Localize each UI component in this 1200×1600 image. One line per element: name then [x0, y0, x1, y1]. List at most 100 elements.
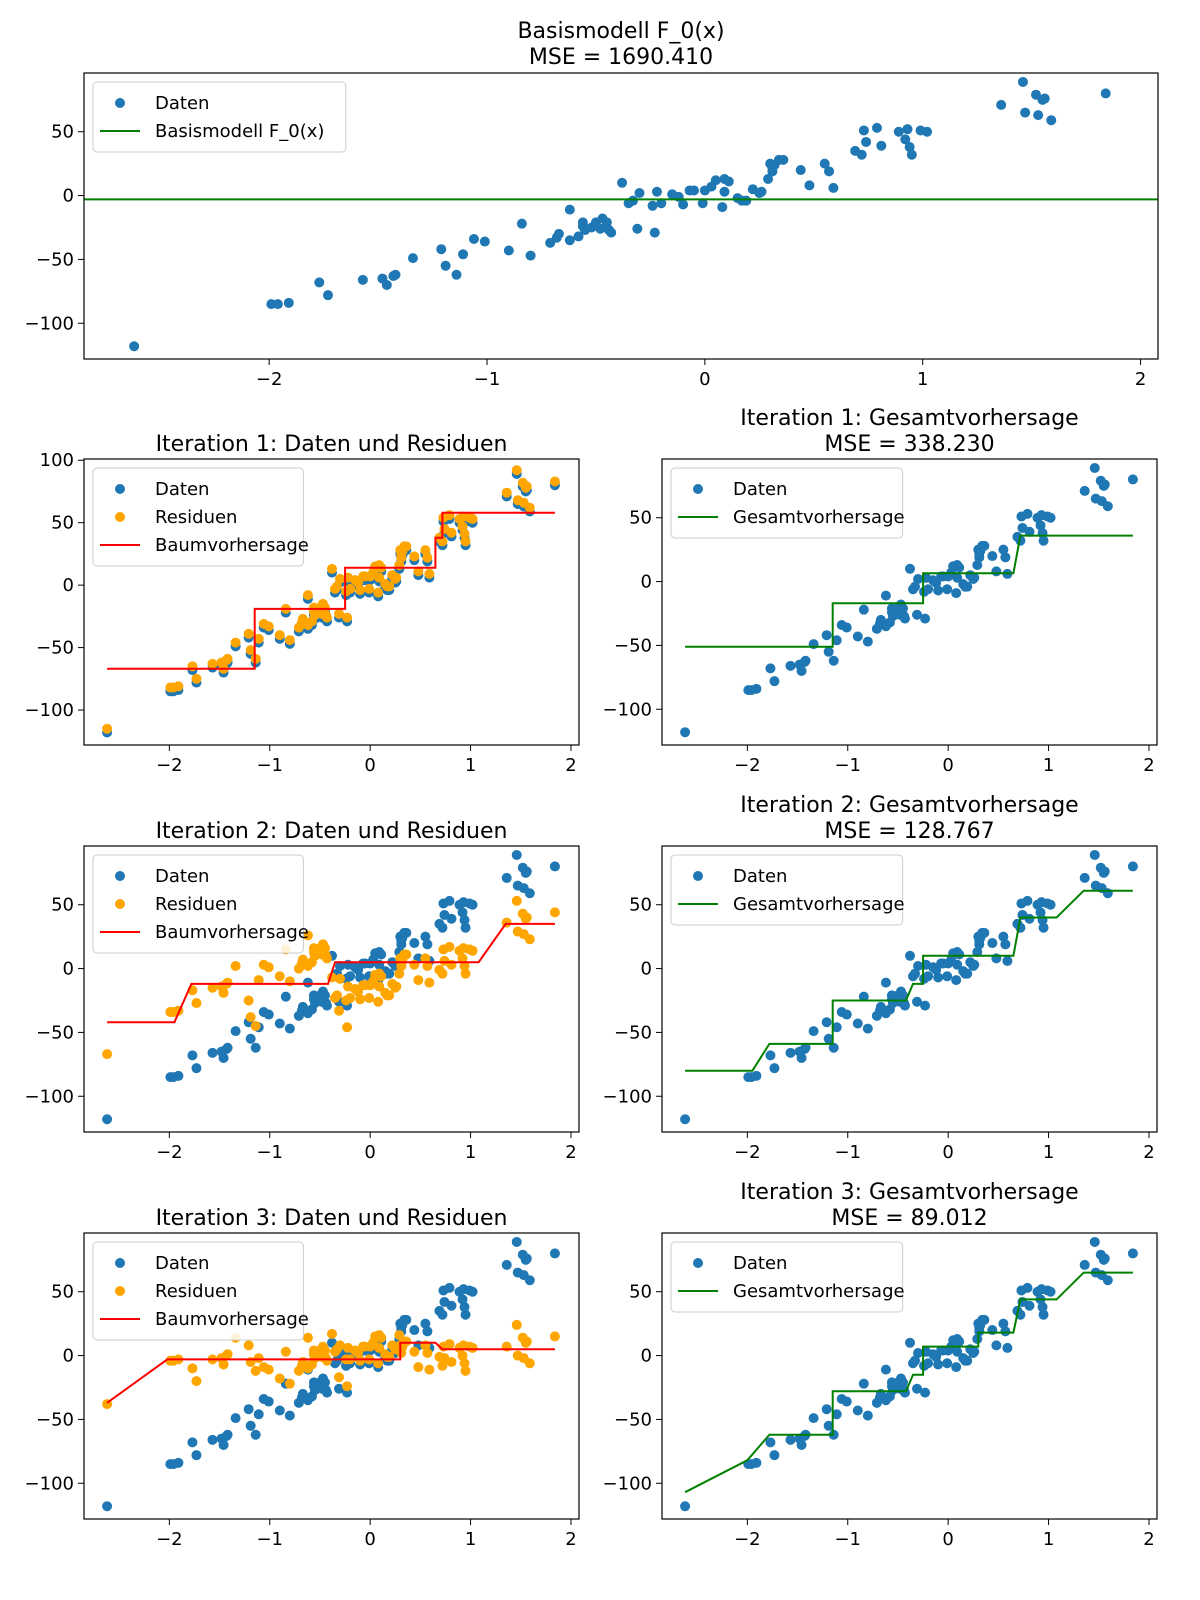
data-point [680, 727, 691, 738]
data-point [1022, 508, 1033, 519]
residual-point [321, 1355, 332, 1366]
residual-point [355, 994, 366, 1005]
residual-point [524, 934, 535, 945]
residual-point [274, 630, 285, 641]
data-point [420, 931, 431, 942]
data-point [717, 202, 728, 213]
residual-point [243, 995, 254, 1006]
legend-box [92, 1241, 304, 1341]
residual-point [444, 941, 455, 952]
x-tick-label: 2 [1143, 1142, 1154, 1163]
data-point [962, 1355, 973, 1366]
data-point [245, 1033, 256, 1044]
data-point [912, 609, 923, 620]
prediction-line [107, 922, 555, 1024]
y-tick-label: −50 [614, 1409, 652, 1430]
data-point [458, 249, 469, 260]
residual-point [446, 1356, 457, 1367]
x-tick-label: −1 [834, 1142, 861, 1163]
data-point [765, 1050, 776, 1061]
data-point [910, 968, 921, 979]
legend-label: Daten [155, 479, 209, 500]
data-point [856, 149, 867, 160]
y-tick-label: −100 [25, 700, 74, 721]
data-point [651, 186, 662, 197]
residual-point [207, 658, 218, 669]
data-point [942, 1358, 953, 1369]
iteration-1-residuals-plot: Iteration 1: Daten und Residuen −2 −1 0 1 2 −1… [25, 432, 580, 776]
data-point [1089, 1236, 1100, 1247]
data-point [422, 1326, 433, 1337]
residual-point [467, 945, 478, 956]
data-point [401, 1314, 412, 1325]
data-point [437, 922, 448, 933]
x-tick-label: −2 [156, 755, 183, 776]
data-point [314, 277, 325, 288]
plot-title: Iteration 3: Gesamtvorhersage [740, 1180, 1078, 1205]
data-point [1127, 474, 1138, 485]
data-point [1039, 93, 1050, 104]
axes-frame [661, 1232, 1158, 1520]
residual-point [376, 971, 387, 982]
residual-point [263, 962, 274, 973]
data-point [218, 1439, 229, 1450]
data-point [524, 888, 535, 899]
data-point [243, 1404, 254, 1415]
data-point [991, 566, 1002, 577]
data-point [905, 563, 916, 574]
data-point [741, 195, 752, 206]
residual-point [342, 1381, 353, 1392]
data-point [763, 173, 774, 184]
data-point [1079, 1259, 1090, 1270]
data-point [457, 907, 468, 918]
data-point [207, 1434, 218, 1445]
x-tick-label: 1 [465, 1529, 476, 1550]
data-point [1000, 1326, 1011, 1337]
legend-label: Residuen [155, 507, 237, 528]
legend-label: Baumvorhersage [155, 535, 309, 556]
data-point [218, 1052, 229, 1063]
data-point [808, 1026, 819, 1037]
residual-point [319, 1345, 330, 1356]
data-point [553, 228, 564, 239]
data-point [1038, 922, 1049, 933]
residual-point [342, 612, 353, 623]
plot-subtitle: MSE = 128.767 [824, 819, 994, 844]
data-point [991, 1340, 1002, 1351]
data-point [1033, 110, 1044, 121]
data-point [1127, 1248, 1138, 1259]
data-point [987, 551, 998, 562]
residual-point [401, 541, 412, 552]
y-tick-label: 50 [629, 508, 652, 529]
x-tick-label: 2 [1143, 755, 1154, 776]
legend-label: Daten [733, 479, 787, 500]
data-point [751, 1457, 762, 1468]
data-point [1089, 462, 1100, 473]
data-point [1099, 1253, 1110, 1264]
residual-point [253, 1353, 264, 1364]
y-tick-label: −50 [36, 1022, 74, 1043]
data-point [969, 572, 980, 583]
data-point [302, 977, 313, 988]
residual-point [391, 572, 402, 583]
data-point [933, 972, 944, 983]
plot-content [102, 465, 560, 738]
y-tick-label: −100 [603, 1086, 652, 1107]
y-tick-label: −100 [603, 699, 652, 720]
data-point [468, 233, 479, 244]
data-point [102, 1501, 113, 1512]
data-point [871, 122, 882, 133]
data-point [102, 1114, 113, 1125]
axes-frame [83, 72, 1159, 360]
data-point [876, 140, 887, 151]
residual-point [335, 973, 346, 984]
plot-content [680, 1236, 1138, 1512]
x-tick-label: 0 [699, 369, 710, 390]
data-point [828, 1042, 839, 1053]
residual-point [549, 1331, 560, 1342]
residual-point [302, 590, 313, 601]
legend-box [92, 81, 347, 153]
y-tick-label: 0 [641, 1346, 652, 1367]
x-tick-label: 1 [1043, 1529, 1054, 1550]
plot-title: Basismodell F_0(x) [517, 19, 724, 44]
